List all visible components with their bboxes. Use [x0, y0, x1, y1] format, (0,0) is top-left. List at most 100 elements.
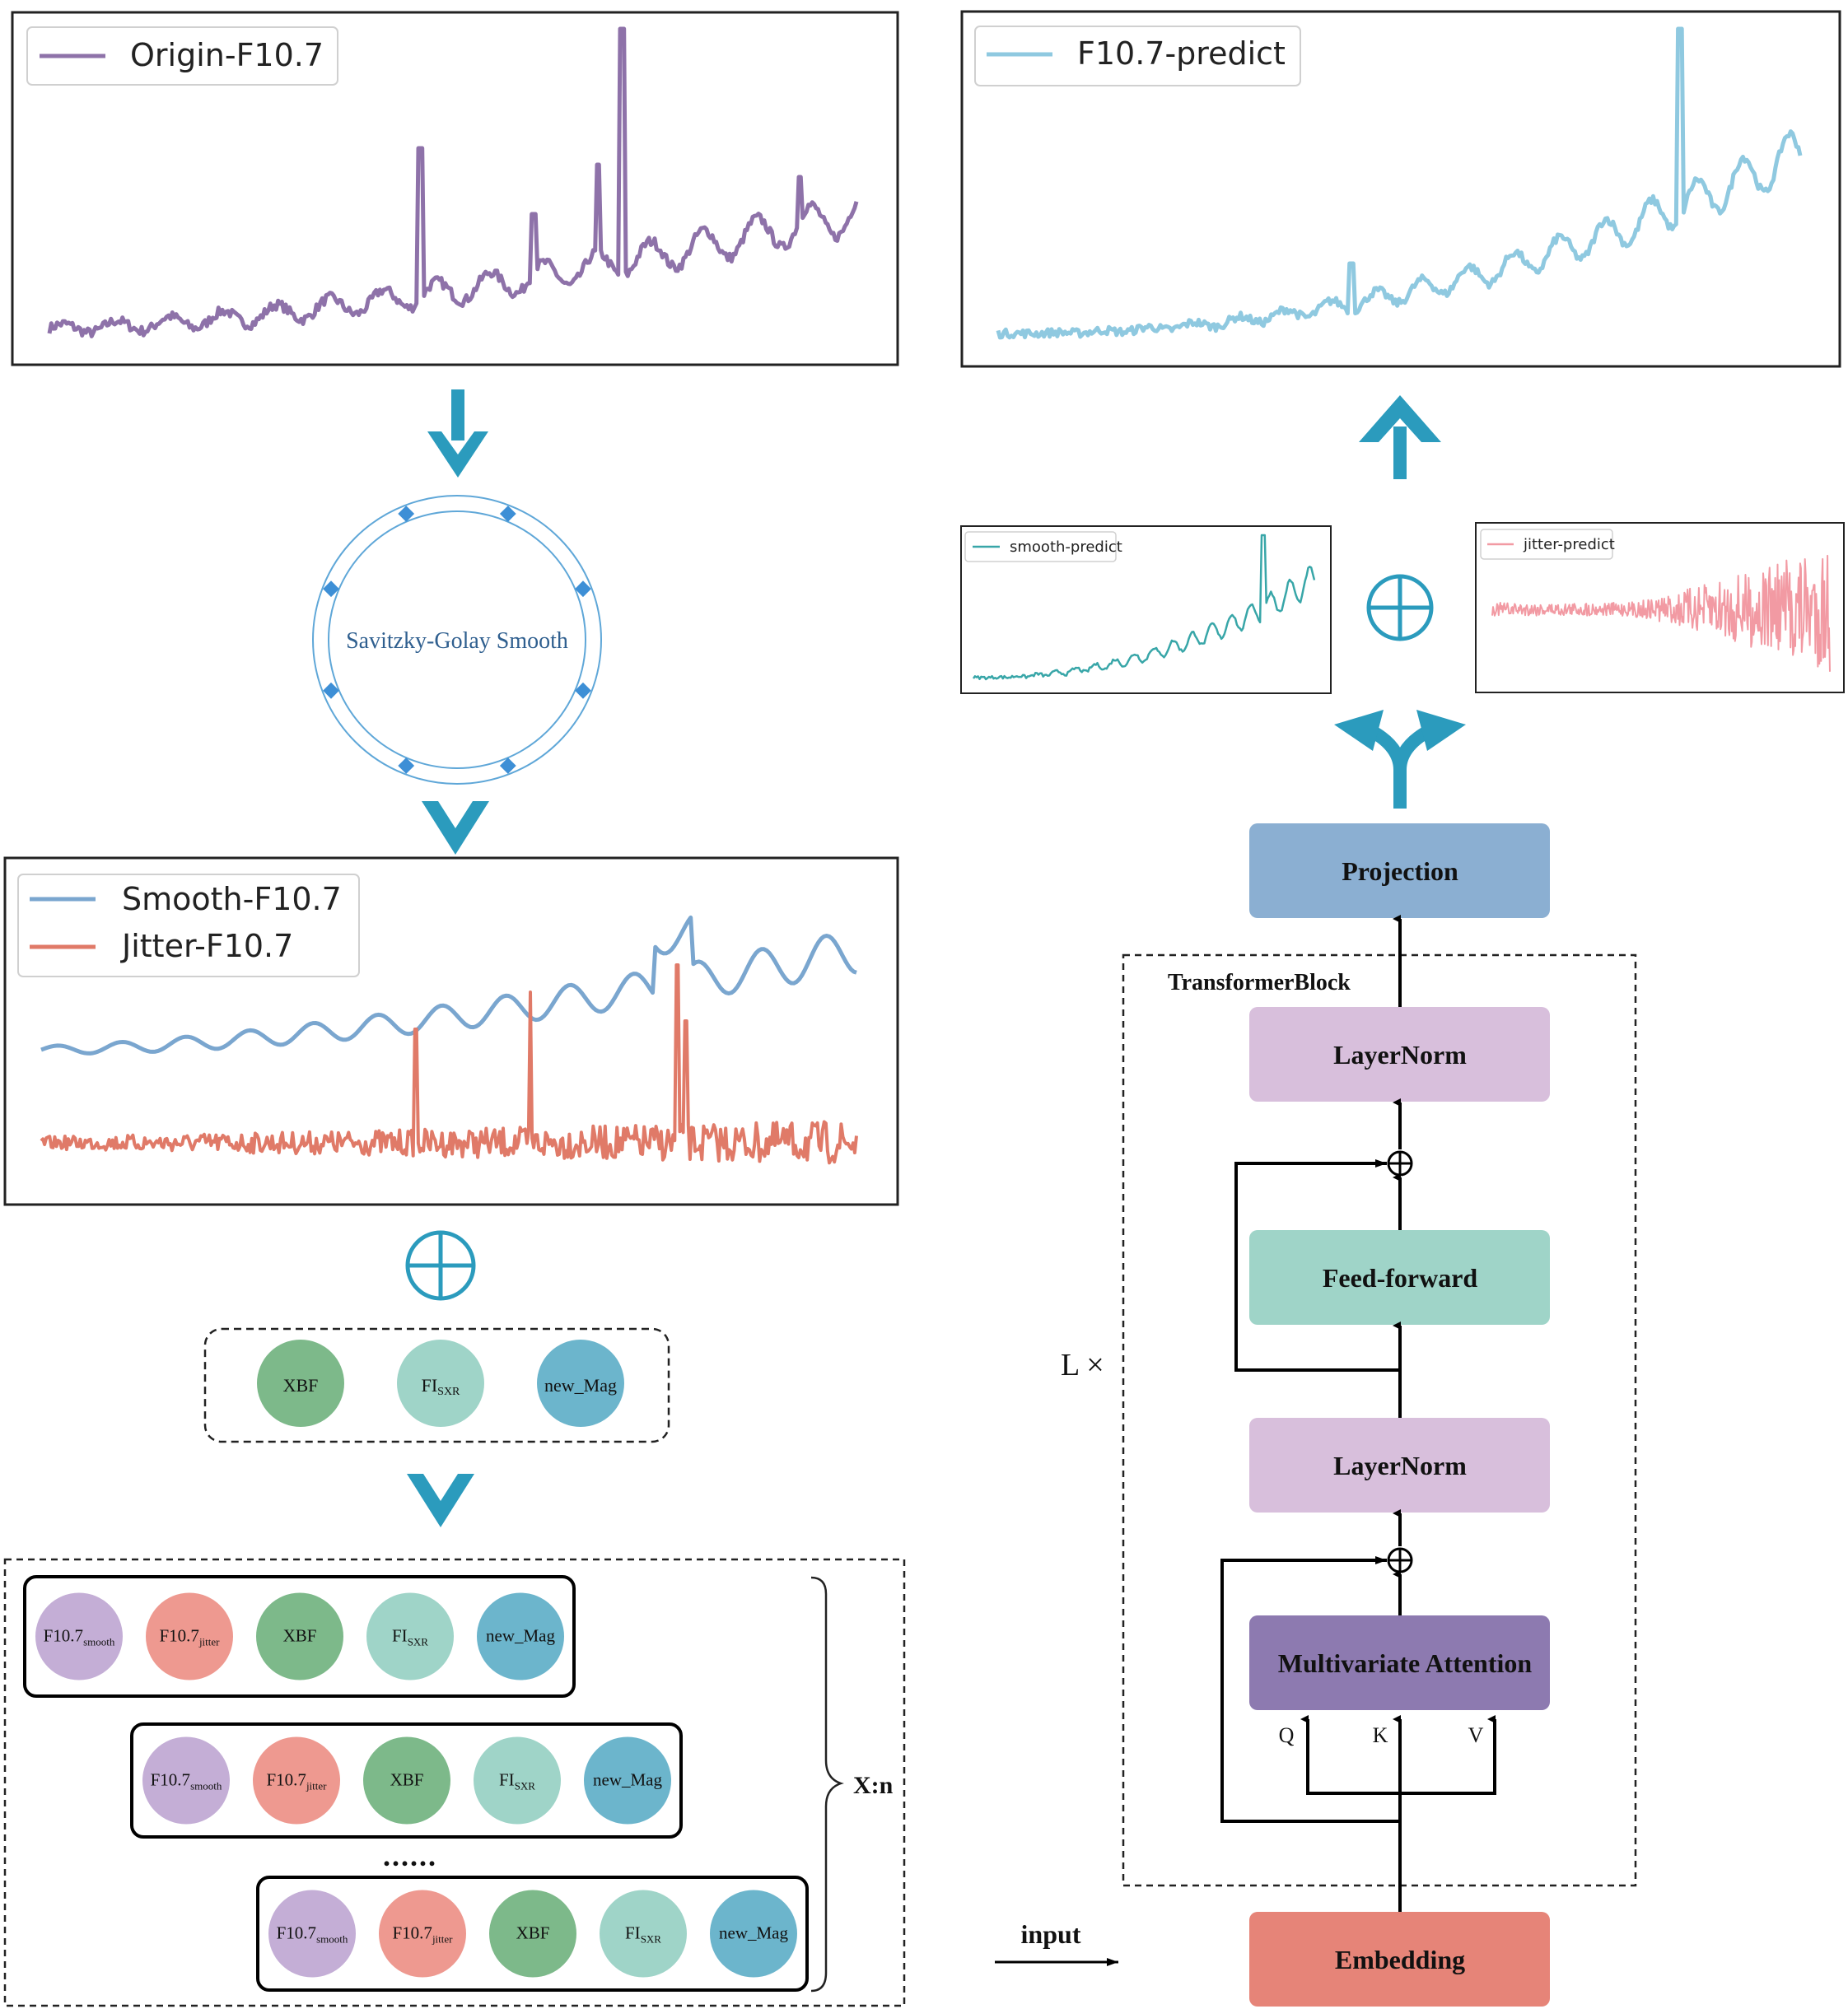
feature-circle-label: XBF	[283, 1626, 317, 1646]
sample-row: F10.7smooth F10.7jitter XBF FISXR new_Mag	[130, 1722, 683, 1839]
feature-circle-label: F10.7smooth	[151, 1770, 222, 1792]
projection-label: Projection	[1342, 856, 1458, 886]
feature-circle-mag	[477, 1592, 564, 1680]
smooth-series-line	[40, 915, 857, 1056]
residual-add-icon	[1387, 1150, 1413, 1177]
ellipsis: ......	[383, 1839, 437, 1872]
savitzky-golay-label: Savitzky-Golay Smooth	[346, 628, 568, 654]
add-icon	[1366, 574, 1434, 641]
chevron-down-icon	[407, 1474, 474, 1527]
extra-features-box: XBF FISXR new_Mag	[203, 1327, 670, 1443]
projection-block	[1249, 823, 1550, 918]
fork-arrow-head-left	[1334, 710, 1384, 751]
layers-multiplier-label: L ×	[1061, 1348, 1104, 1382]
feature-circle-smooth	[268, 1890, 356, 1978]
fork-arrow-head-right	[1416, 710, 1466, 751]
smooth-predict-series-line	[972, 534, 1316, 681]
layernorm-top-label: LayerNorm	[1333, 1040, 1467, 1070]
predict-chart: F10.7-predict	[960, 10, 1841, 368]
feature-fi-sxr-label: FISXR	[422, 1375, 460, 1398]
jitter-predict-series-line	[1491, 554, 1831, 672]
brace	[810, 1576, 844, 1993]
attention-label: Multivariate Attention	[1278, 1648, 1533, 1678]
feature-circle-xbf	[256, 1592, 343, 1680]
ring-diamond	[398, 757, 415, 774]
feature-circle-xbf	[489, 1890, 576, 1978]
savitzky-golay-ring: Savitzky-Golay Smooth	[312, 495, 602, 785]
feature-new-mag-label: new_Mag	[544, 1375, 617, 1396]
ring-diamond	[323, 580, 339, 598]
jitter-series-line	[40, 963, 858, 1165]
ring-diamond	[398, 506, 415, 522]
predict-legend-label: F10.7-predict	[1077, 35, 1286, 72]
feature-circle-label: new_Mag	[719, 1923, 788, 1943]
feature-circle-smooth	[142, 1736, 230, 1825]
feature-circle-label: XBF	[516, 1923, 550, 1943]
feature-xbf-label: XBF	[283, 1375, 319, 1396]
fork-arrow	[1364, 722, 1436, 809]
layernorm-bottom-block	[1249, 1418, 1550, 1513]
embedding-block	[1249, 1912, 1550, 2007]
feature-circle-label: F10.7jitter	[160, 1626, 221, 1648]
feature-circle-label: FISXR	[499, 1770, 535, 1792]
predict-series-line	[996, 26, 1803, 340]
feedforward-label: Feed-forward	[1323, 1263, 1478, 1293]
ring-diamond	[499, 506, 516, 522]
layernorm-top-block	[1249, 1007, 1550, 1102]
feature-circle-label: new_Mag	[593, 1770, 662, 1790]
connections	[1220, 915, 1496, 1912]
jitter-predict-chart: jitter-predict	[1475, 522, 1845, 693]
feature-circle-jitter	[253, 1736, 340, 1825]
jitter-legend-label: Jitter-F10.7	[120, 928, 293, 964]
feature-circle-mag	[710, 1890, 797, 1978]
sample-row: F10.7smooth F10.7jitter XBF FISXR new_Mag	[23, 1575, 576, 1698]
smooth-legend-label: Smooth-F10.7	[122, 881, 342, 917]
q-label: Q	[1279, 1723, 1295, 1747]
add-icon	[405, 1230, 476, 1301]
feature-circle-smooth	[35, 1592, 123, 1680]
xn-label: X:n	[853, 1772, 894, 1799]
feature-circle-label: F10.7smooth	[44, 1626, 115, 1648]
feature-circle-label: new_Mag	[486, 1626, 555, 1646]
feature-circle-fi	[366, 1592, 454, 1680]
feature-circle-mag	[584, 1736, 671, 1825]
input-label: input	[1021, 1919, 1081, 1949]
feature-circle-label: FISXR	[392, 1626, 428, 1648]
ring-diamond	[575, 682, 591, 699]
feature-circle-label: F10.7jitter	[267, 1770, 328, 1792]
feature-circle-fi	[600, 1890, 687, 1978]
feature-circle-label: FISXR	[625, 1923, 661, 1946]
origin-chart: Origin-F10.7	[11, 11, 899, 366]
origin-series-line	[47, 26, 859, 338]
feature-fi-sxr	[397, 1340, 484, 1427]
layernorm-bottom-label: LayerNorm	[1333, 1451, 1467, 1480]
feature-circle-label: XBF	[390, 1770, 424, 1790]
attention-block	[1249, 1615, 1550, 1710]
feature-circle-jitter	[146, 1592, 233, 1680]
up-arrow	[1359, 395, 1441, 479]
ring-diamond	[499, 757, 516, 774]
feature-circle-fi	[474, 1736, 561, 1825]
smooth-predict-chart: smooth-predict	[960, 525, 1332, 694]
feature-new-mag	[537, 1340, 624, 1427]
v-label: V	[1468, 1723, 1484, 1747]
feature-circle-label: F10.7smooth	[277, 1923, 348, 1946]
feature-circle-jitter	[379, 1890, 466, 1978]
chevron-down-icon	[422, 801, 489, 855]
transformer-block-title: TransformerBlock	[1168, 970, 1351, 995]
input-samples-box: F10.7smooth F10.7jitter XBF FISXR new_MagF10…	[3, 1558, 906, 2007]
smooth-predict-legend-label: smooth-predict	[1010, 538, 1122, 556]
feedforward-block	[1249, 1230, 1550, 1325]
feature-circle-xbf	[363, 1736, 450, 1825]
sample-row: F10.7smooth F10.7jitter XBF FISXR new_Mag	[256, 1876, 809, 1992]
smooth-jitter-chart: Smooth-F10.7 Jitter-F10.7	[3, 856, 899, 1206]
residual-add-icon	[1387, 1547, 1413, 1573]
ring-diamond	[323, 682, 339, 699]
down-arrow-1	[427, 389, 488, 478]
feature-circle-label: F10.7jitter	[393, 1923, 454, 1946]
ring-diamond	[575, 580, 591, 598]
embedding-label: Embedding	[1335, 1945, 1465, 1974]
transformer-block	[1122, 953, 1637, 1887]
feature-xbf	[257, 1340, 344, 1427]
